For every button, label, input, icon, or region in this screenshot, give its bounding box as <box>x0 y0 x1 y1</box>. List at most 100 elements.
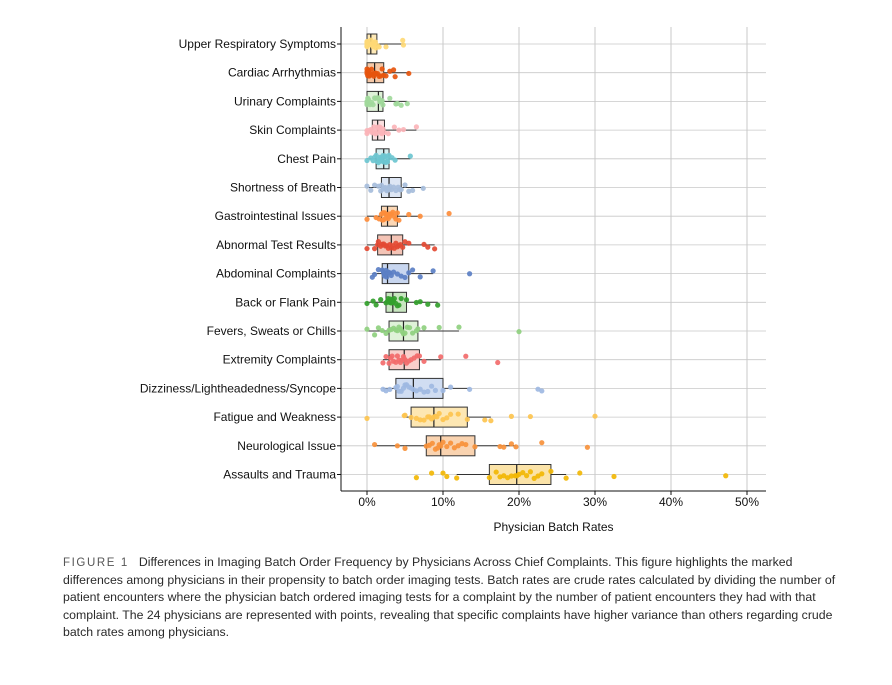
category-label: Extremity Complaints <box>223 353 336 367</box>
data-point <box>383 353 389 360</box>
data-point <box>486 474 492 481</box>
data-point <box>371 124 377 130</box>
data-point <box>516 329 522 335</box>
data-point <box>501 444 507 450</box>
data-point <box>394 383 400 390</box>
axes <box>337 27 766 495</box>
data-point <box>402 330 408 336</box>
category-label: Cardiac Arrhythmias <box>228 66 336 80</box>
data-point <box>364 415 370 422</box>
data-point <box>410 330 416 336</box>
data-point <box>404 101 410 107</box>
data-point <box>410 187 416 194</box>
data-point <box>394 210 400 216</box>
category-label: Gastrointestinal Issues <box>215 209 336 223</box>
data-point <box>383 44 389 50</box>
data-point <box>364 326 370 332</box>
category-label: Skin Complaints <box>249 123 336 137</box>
data-point <box>436 410 442 417</box>
data-point <box>444 443 450 450</box>
data-point <box>425 244 431 250</box>
grid-lines <box>341 27 766 491</box>
data-point <box>415 326 421 332</box>
data-point <box>463 441 469 448</box>
data-point <box>417 299 423 305</box>
data-point <box>385 131 391 137</box>
data-point <box>368 187 374 193</box>
data-point <box>413 475 419 481</box>
data-point <box>440 470 446 476</box>
data-point <box>387 386 393 392</box>
data-point <box>391 295 397 302</box>
data-point <box>472 444 478 450</box>
data-point <box>400 37 406 43</box>
data-point <box>384 274 390 280</box>
data-point <box>425 301 431 307</box>
data-point <box>402 182 408 188</box>
data-point <box>370 298 376 304</box>
data-point <box>508 473 514 479</box>
data-point <box>406 325 413 331</box>
data-point <box>440 387 446 394</box>
data-point <box>398 295 404 302</box>
data-point <box>413 124 419 130</box>
data-point <box>444 415 450 421</box>
data-point <box>375 325 381 331</box>
data-point <box>383 73 389 79</box>
x-tick-labels: 0% 10% 20% 30% 40% 50% <box>358 495 759 509</box>
category-label: Chest Pain <box>277 152 336 166</box>
data-point <box>429 470 435 476</box>
box-plot-chart: Upper Respiratory Symptoms Cardiac Arrhyt… <box>140 27 766 534</box>
data-point <box>592 413 598 419</box>
data-point <box>364 183 370 189</box>
data-point <box>493 469 499 475</box>
data-point <box>396 217 402 223</box>
data-point <box>563 475 569 481</box>
data-point <box>527 413 534 420</box>
data-point <box>402 412 408 418</box>
category-label: Shortness of Breath <box>230 181 336 195</box>
category-label: Fevers, Sweats or Chills <box>207 324 336 338</box>
data-point <box>455 443 461 449</box>
data-point <box>372 441 378 448</box>
data-point <box>438 354 444 360</box>
data-point <box>425 388 431 395</box>
data-point <box>373 302 379 308</box>
data-point <box>378 297 384 303</box>
data-point <box>376 44 382 50</box>
data-point <box>407 153 413 159</box>
data-point <box>421 241 427 248</box>
x-tick-label: 30% <box>583 495 607 509</box>
data-point <box>387 95 393 101</box>
data-point <box>389 353 395 359</box>
data-point <box>456 324 462 330</box>
data-point <box>421 358 427 364</box>
data-point <box>400 42 407 48</box>
x-tick-label: 10% <box>431 495 455 509</box>
data-point <box>408 414 414 421</box>
data-point <box>400 126 407 133</box>
data-point <box>390 209 396 215</box>
data-point <box>429 440 435 446</box>
data-point <box>440 439 446 445</box>
data-point <box>396 127 402 133</box>
x-tick-label: 0% <box>358 495 376 509</box>
data-point <box>432 387 438 393</box>
data-point <box>380 360 386 366</box>
data-point <box>448 384 454 390</box>
data-point <box>448 440 454 446</box>
caption-text: Differences in Imaging Batch Order Frequ… <box>63 555 836 639</box>
data-point <box>495 359 501 366</box>
data-point <box>406 211 412 218</box>
data-point <box>379 98 385 104</box>
data-point <box>373 152 379 158</box>
data-point <box>513 444 519 450</box>
data-point <box>364 216 370 222</box>
category-label: Back or Flank Pain <box>235 295 336 309</box>
data-point <box>372 271 378 278</box>
data-point <box>455 411 461 417</box>
data-point <box>368 66 375 72</box>
data-point <box>375 238 381 245</box>
data-point <box>421 389 427 395</box>
data-point <box>375 267 381 273</box>
